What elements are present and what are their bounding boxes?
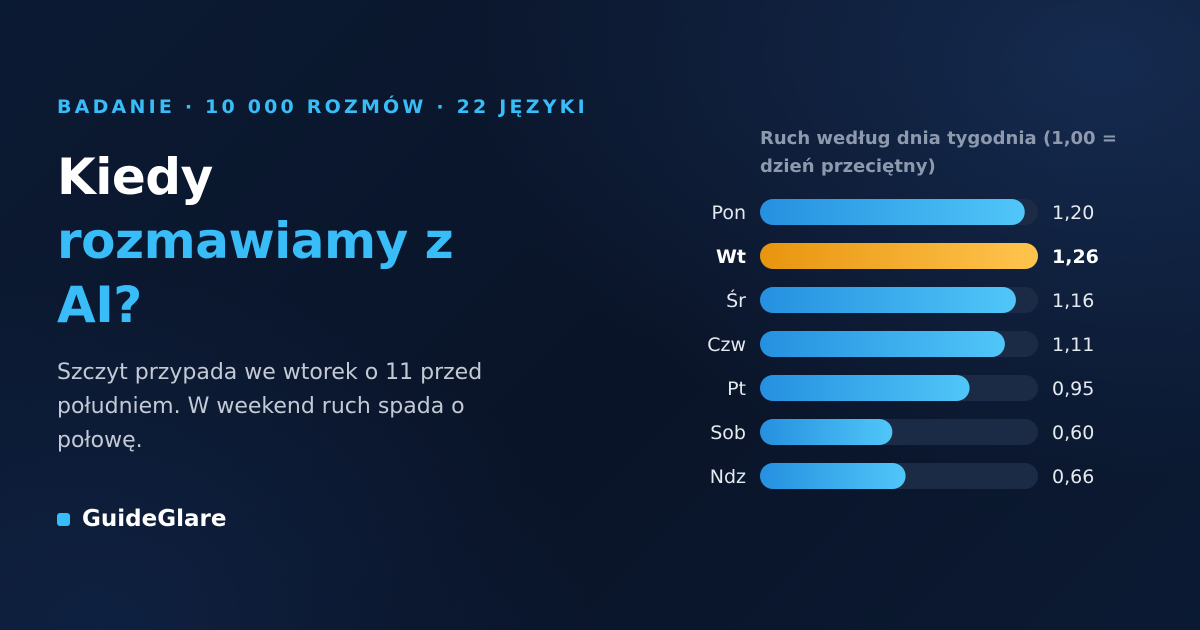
category-label: Ndz <box>710 466 746 488</box>
title-line-1: Kiedy <box>57 148 213 206</box>
chart: Ruch według dnia tygodnia (1,00 = dzień … <box>690 0 1170 630</box>
brand-name: GuideGlare <box>82 506 227 532</box>
category-label: Wt <box>716 246 746 268</box>
eyebrow: BADANIE · 10 000 ROZMÓW · 22 JĘZYKI <box>57 96 588 118</box>
brand: GuideGlare <box>57 506 226 532</box>
value-label: 1,16 <box>1052 290 1094 312</box>
page-title: Kiedy rozmawiamy z AI? <box>57 145 527 337</box>
bar <box>760 331 1005 357</box>
title-line-2: rozmawiamy z AI? <box>57 212 454 334</box>
category-label: Pon <box>712 202 746 224</box>
category-label: Śr <box>726 288 746 312</box>
category-label: Sob <box>710 422 746 444</box>
value-label: 1,26 <box>1052 246 1099 268</box>
square-icon <box>57 512 70 526</box>
bar-chart: Pon 1,20 Wt 1,26 Śr 1,16 Czw 1,11 Pt 0,95 Sob 0,60 N… <box>707 199 1099 489</box>
bar <box>760 199 1025 225</box>
lede: Szczyt przypada we wtorek o 11 przed poł… <box>57 360 483 453</box>
value-label: 1,20 <box>1052 202 1094 224</box>
category-label: Czw <box>707 334 746 356</box>
bar <box>760 375 970 401</box>
value-label: 1,11 <box>1052 334 1094 356</box>
value-label: 0,60 <box>1052 422 1094 444</box>
bar <box>760 419 893 445</box>
chart-title: Ruch według dnia tygodnia (1,00 = dzień … <box>760 128 1117 177</box>
bar <box>760 287 1016 313</box>
value-label: 0,95 <box>1052 378 1094 400</box>
category-label: Pt <box>727 378 746 400</box>
bar-highlighted <box>760 243 1038 269</box>
value-label: 0,66 <box>1052 466 1094 488</box>
bar <box>760 463 906 489</box>
